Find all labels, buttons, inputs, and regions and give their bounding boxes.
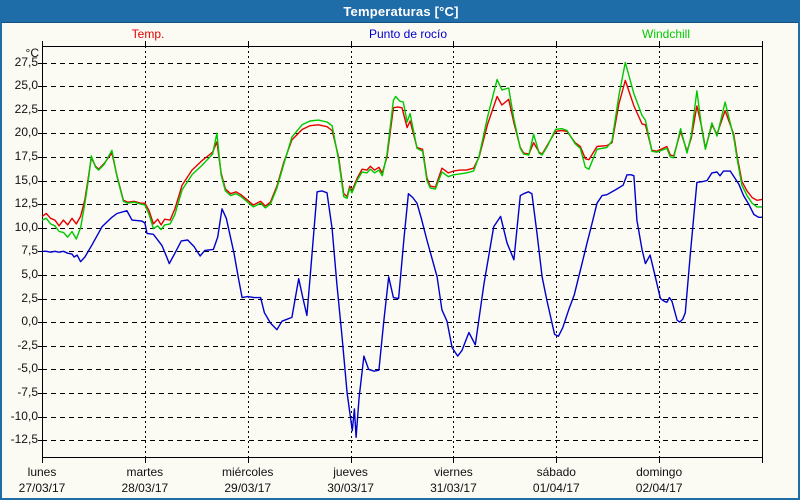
x-day-date-label: 27/03/17 (18, 481, 66, 495)
x-day-date-label: 29/03/17 (224, 481, 272, 495)
y-tick-label: -2,5 (17, 337, 38, 352)
x-day-name-label: martes (126, 465, 164, 479)
x-day-date-label: 28/03/17 (121, 481, 169, 495)
y-axis-unit-label: °C (25, 46, 39, 60)
y-tick-label: -7,5 (17, 384, 38, 399)
y-tick-label: 12,5 (14, 196, 38, 211)
y-tick-label: 2,5 (21, 290, 38, 305)
window-titlebar: Temperaturas [°C] (2, 2, 798, 23)
y-tick-label: -10,0 (10, 408, 38, 423)
x-day-name-label: sábado (536, 465, 576, 479)
y-tick-label: 15,0 (14, 172, 38, 187)
y-tick-label: 0,0 (21, 314, 38, 329)
x-day-name-label: jueves (333, 465, 368, 479)
y-tick-label: 7,5 (21, 243, 38, 258)
y-tick-label: 5,0 (21, 266, 38, 281)
y-tick-label: -5,0 (17, 361, 38, 376)
y-tick-label: 17,5 (14, 148, 38, 163)
x-day-date-label: 01/04/17 (532, 481, 580, 495)
x-day-name-label: domingo (636, 465, 683, 479)
y-tick-label: 27,5 (14, 54, 38, 69)
y-tick-label: 22,5 (14, 101, 38, 116)
legend-item-2: Punto de rocío (368, 27, 448, 41)
legend-item-1: Temp. (131, 27, 165, 41)
x-day-name-label: miércoles (222, 465, 274, 479)
y-tick-label: -12,5 (10, 432, 38, 447)
x-day-date-label: 02/04/17 (635, 481, 683, 495)
y-tick-label: 25,0 (14, 78, 38, 93)
series-line-windchill (41, 61, 762, 240)
legend-item-3: Windchill (641, 27, 691, 41)
x-day-date-label: 30/03/17 (327, 481, 374, 495)
x-day-name-label: lunes (27, 465, 57, 479)
x-day-name-label: viernes (434, 465, 473, 479)
y-tick-label: 20,0 (14, 125, 38, 140)
series-line-punto-de-roc-o (42, 170, 762, 438)
x-day-date-label: 31/03/17 (430, 481, 477, 495)
y-tick-label: 10,0 (14, 219, 38, 234)
window-title: Temperaturas [°C] (343, 3, 459, 19)
